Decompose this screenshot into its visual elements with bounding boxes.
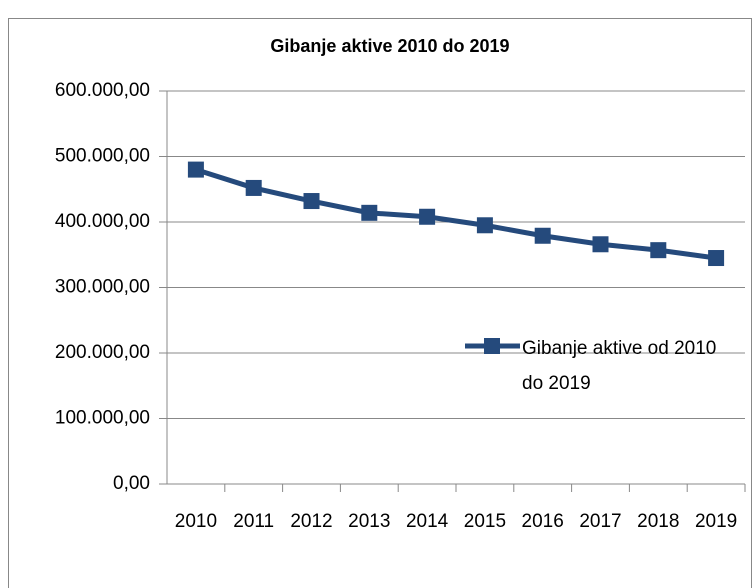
y-tick-label: 0,00: [113, 473, 150, 494]
x-tick-label: 2014: [406, 511, 449, 532]
x-tick-label: 2015: [464, 511, 506, 532]
x-tick-label: 2010: [175, 511, 217, 532]
point-marker: [708, 250, 725, 267]
point-marker: [303, 193, 320, 210]
x-tick-label: 2012: [290, 511, 332, 532]
y-tick-label: 200.000,00: [55, 342, 150, 363]
point-marker: [361, 204, 378, 221]
x-tick-label: 2013: [348, 511, 390, 532]
legend-marker: [484, 338, 500, 354]
x-tick-label: 2018: [637, 511, 679, 532]
point-marker: [419, 208, 436, 225]
legend-label: Gibanje aktive od 2010 do 2019: [522, 338, 717, 394]
y-tick-label: 300.000,00: [55, 277, 150, 298]
x-tick-label: 2017: [579, 511, 621, 532]
point-marker: [592, 236, 609, 253]
series-line: [195, 167, 717, 261]
point-marker: [187, 161, 204, 178]
chart-frame: [8, 18, 752, 588]
y-tick-label: 100.000,00: [55, 408, 150, 429]
x-tick-label: 2011: [233, 511, 274, 532]
x-tick-label: 2019: [695, 511, 737, 532]
y-tick-label: 600.000,00: [55, 80, 150, 101]
point-marker: [650, 242, 667, 259]
point-marker: [534, 227, 551, 244]
y-tick-label: 400.000,00: [55, 211, 150, 232]
chart-title: Gibanje aktive 2010 do 2019: [270, 36, 509, 56]
x-tick-label: 2016: [522, 511, 564, 532]
point-marker: [245, 179, 262, 196]
y-tick-label: 500.000,00: [55, 146, 150, 167]
point-marker: [476, 217, 493, 234]
